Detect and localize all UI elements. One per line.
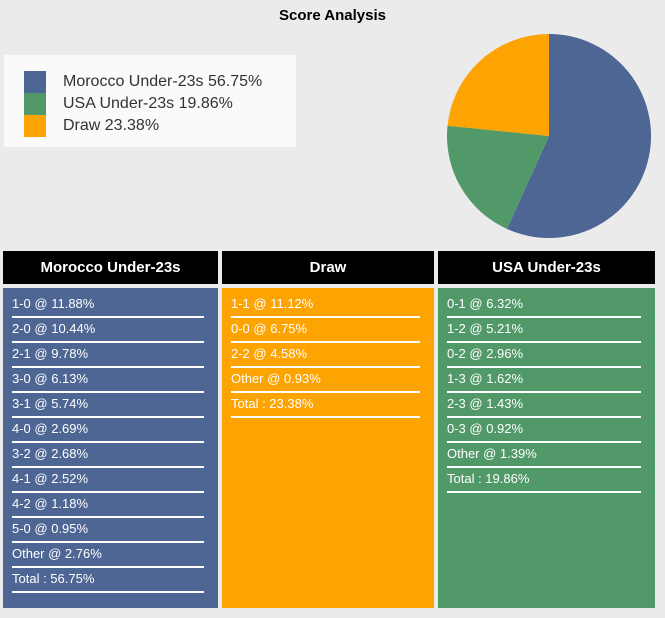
score-row: 1-3 @ 1.62%	[447, 368, 641, 393]
score-row: 4-0 @ 2.69%	[12, 418, 204, 443]
column-header: USA Under-23s	[438, 251, 655, 284]
column-body: 1-0 @ 11.88% 2-0 @ 10.44% 2-1 @ 9.78% 3-0 @…	[3, 288, 218, 608]
score-row: Total : 19.86%	[447, 468, 641, 493]
column-body: 1-1 @ 11.12% 0-0 @ 6.75% 2-2 @ 4.58% Other …	[222, 288, 434, 608]
legend-label: Morocco Under-23s 56.75%	[63, 73, 263, 90]
score-row: Other @ 0.93%	[231, 368, 420, 393]
column-header: Morocco Under-23s	[3, 251, 218, 284]
score-column: Draw 1-1 @ 11.12% 0-0 @ 6.75% 2-2 @ 4.58% Ot…	[222, 251, 434, 608]
column-header: Draw	[222, 251, 434, 284]
score-row: 2-1 @ 9.78%	[12, 343, 204, 368]
score-row: Other @ 2.76%	[12, 543, 204, 568]
score-row: 0-2 @ 2.96%	[447, 343, 641, 368]
score-row: 0-1 @ 6.32%	[447, 293, 641, 318]
score-row: 0-3 @ 0.92%	[447, 418, 641, 443]
pie-slice-draw	[447, 34, 549, 136]
score-row: 2-2 @ 4.58%	[231, 343, 420, 368]
score-row: 1-1 @ 11.12%	[231, 293, 420, 318]
score-row: 0-0 @ 6.75%	[231, 318, 420, 343]
score-row: 1-2 @ 5.21%	[447, 318, 641, 343]
score-row: 4-2 @ 1.18%	[12, 493, 204, 518]
score-row: 1-0 @ 11.88%	[12, 293, 204, 318]
score-row: Other @ 1.39%	[447, 443, 641, 468]
score-row: 3-0 @ 6.13%	[12, 368, 204, 393]
chart-legend: Morocco Under-23s 56.75% USA Under-23s 19…	[4, 55, 296, 147]
score-row: 5-0 @ 0.95%	[12, 518, 204, 543]
legend-swatch-icon	[24, 93, 46, 115]
pie-slice-morocco-under-23s	[507, 34, 652, 239]
score-row: Total : 23.38%	[231, 393, 420, 418]
score-table: Morocco Under-23s 1-0 @ 11.88% 2-0 @ 10.44…	[0, 251, 665, 608]
column-body: 0-1 @ 6.32% 1-2 @ 5.21% 0-2 @ 2.96% 1-3 @ 1…	[438, 288, 655, 608]
legend-item: USA Under-23s 19.86%	[24, 93, 296, 115]
score-column: USA Under-23s 0-1 @ 6.32% 1-2 @ 5.21% 0-2 @…	[438, 251, 655, 608]
page-title: Score Analysis	[279, 7, 386, 24]
legend-swatch-icon	[24, 115, 46, 137]
score-row: 2-3 @ 1.43%	[447, 393, 641, 418]
pie-chart	[446, 34, 652, 239]
score-column: Morocco Under-23s 1-0 @ 11.88% 2-0 @ 10.44…	[3, 251, 218, 608]
score-row: 4-1 @ 2.52%	[12, 468, 204, 493]
legend-label: Draw 23.38%	[63, 117, 160, 134]
legend-label: USA Under-23s 19.86%	[63, 95, 233, 112]
score-row: 3-2 @ 2.68%	[12, 443, 204, 468]
score-row: Total : 56.75%	[12, 568, 204, 593]
legend-item: Draw 23.38%	[24, 115, 296, 137]
legend-item: Morocco Under-23s 56.75%	[24, 71, 296, 93]
pie-chart-svg	[446, 34, 652, 239]
pie-slice-usa-under-23s	[446, 125, 549, 229]
score-row: 3-1 @ 5.74%	[12, 393, 204, 418]
score-row: 2-0 @ 10.44%	[12, 318, 204, 343]
legend-swatch-icon	[24, 71, 46, 93]
